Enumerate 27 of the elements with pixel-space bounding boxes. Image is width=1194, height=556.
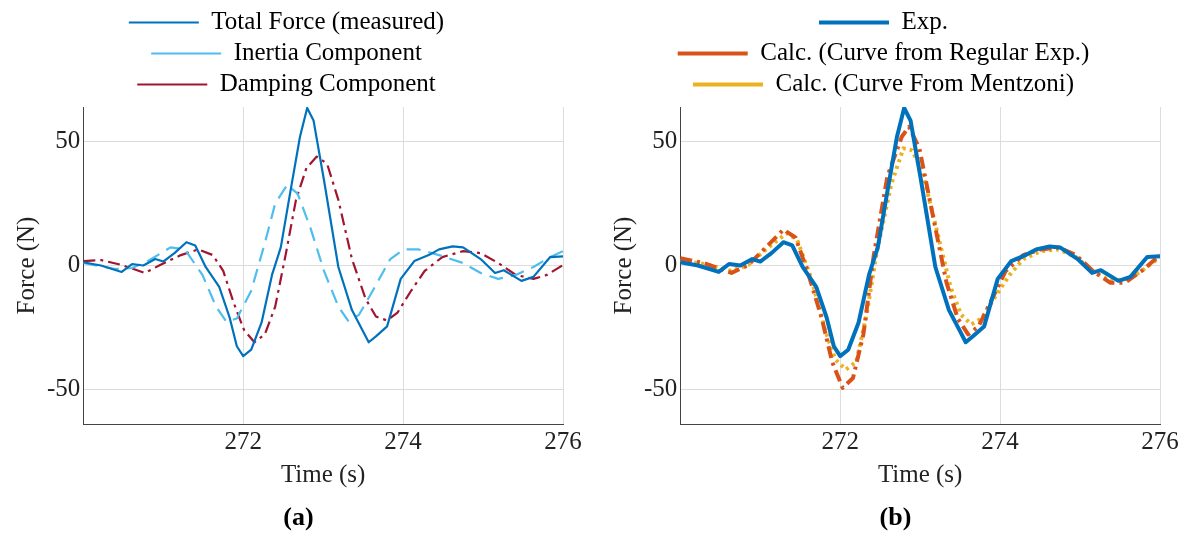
x-axis-title: Time (s) bbox=[877, 459, 963, 488]
y-tick-label: 0 bbox=[664, 250, 678, 278]
y-tick-label: 0 bbox=[67, 250, 81, 278]
y-axis-title: Force (N) bbox=[11, 216, 40, 315]
y-axis-title: Force (N) bbox=[608, 216, 637, 315]
legend-label: Exp. bbox=[901, 7, 949, 35]
x-tick-label: 272 bbox=[821, 426, 859, 454]
y-tick-label: 50 bbox=[652, 126, 678, 154]
line-series bbox=[680, 124, 1160, 390]
legend-label: Inertia Component bbox=[233, 38, 422, 66]
x-axis-title: Time (s) bbox=[280, 459, 366, 488]
legend-label: Total Force (measured) bbox=[211, 7, 445, 36]
x-tick-label: 276 bbox=[1141, 426, 1179, 454]
legend-label: Calc. (Curve From Mentzoni) bbox=[775, 69, 1075, 98]
text: (a) bbox=[282, 502, 315, 532]
y-tick-label: -50 bbox=[644, 373, 678, 401]
text: (b) bbox=[878, 502, 913, 532]
x-tick-label: 272 bbox=[224, 426, 262, 454]
line-series bbox=[83, 183, 563, 323]
x-tick-label: 274 bbox=[384, 426, 423, 454]
y-tick-label: -50 bbox=[47, 373, 81, 401]
legend-label: Damping Component bbox=[219, 69, 436, 97]
y-tick-label: 50 bbox=[55, 126, 81, 154]
x-tick-label: 274 bbox=[981, 426, 1020, 454]
legend-label: Calc. (Curve from Regular Exp.) bbox=[760, 38, 1090, 67]
x-tick-label: 276 bbox=[544, 426, 582, 454]
line-series bbox=[83, 155, 563, 344]
